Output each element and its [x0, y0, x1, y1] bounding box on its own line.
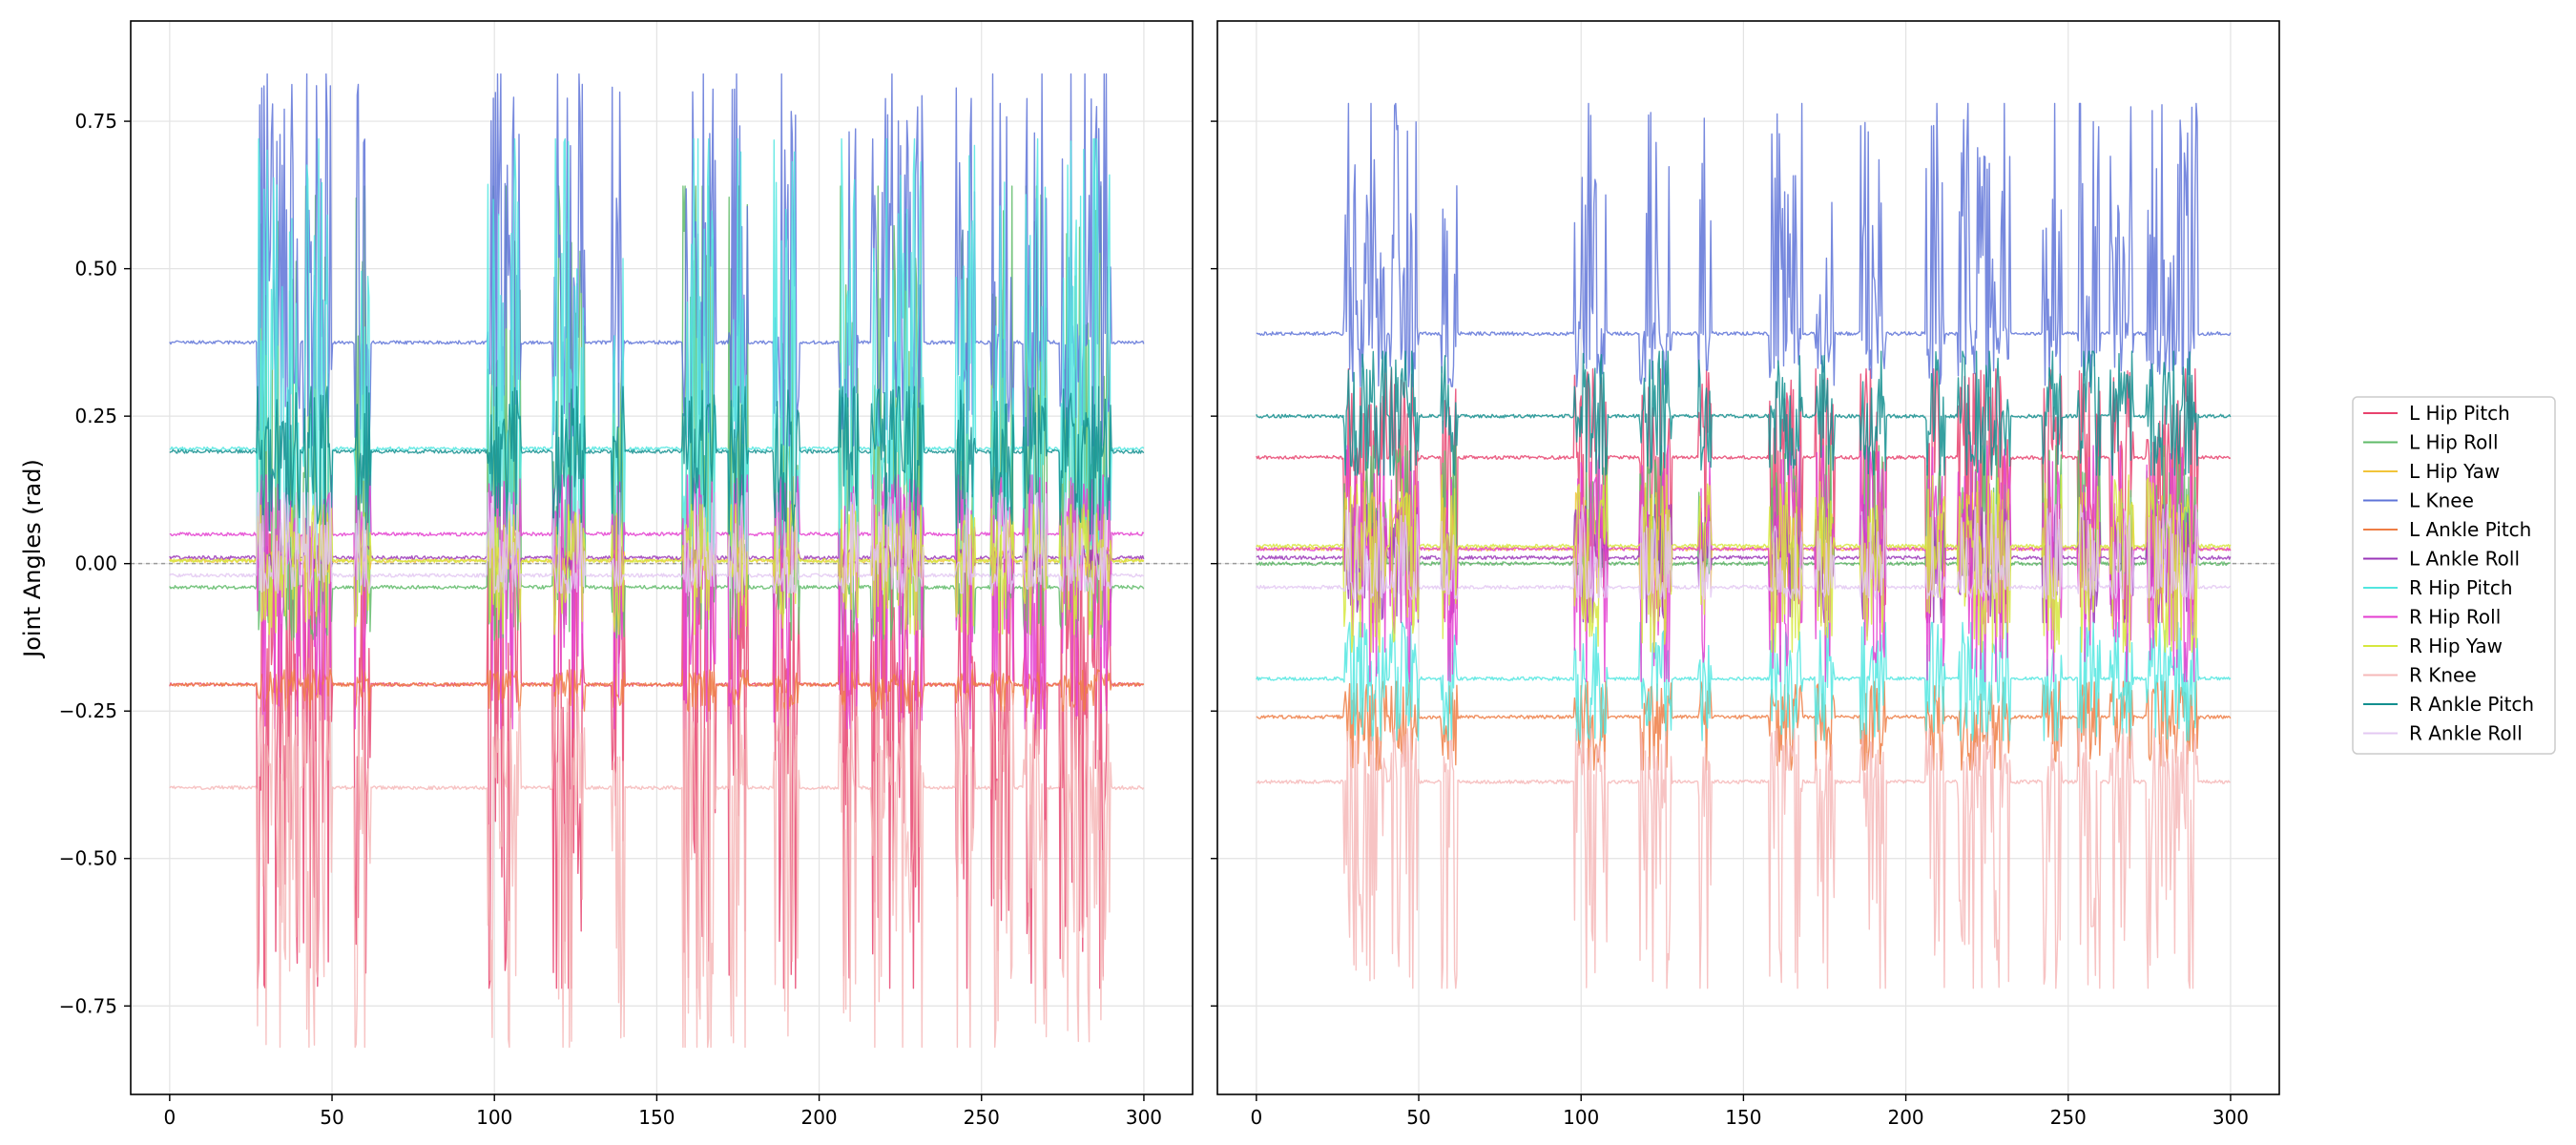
right-x-tick-label: 50 [1406, 1106, 1430, 1129]
left-x-tick-label: 100 [476, 1106, 512, 1129]
right-series-group [1256, 102, 2232, 989]
legend-label: R Ankle Roll [2409, 722, 2523, 745]
right-series-line-r-hip-roll [1256, 445, 2232, 682]
right-grid [1217, 21, 2279, 1094]
left-series-line-r-knee [169, 693, 1145, 1049]
legend-item[interactable]: R Ankle Roll [2363, 722, 2523, 745]
right-y-axis [1211, 120, 1217, 1007]
y-axis-label: Joint Angles (rad) [19, 459, 46, 659]
legend-label: L Ankle Pitch [2409, 518, 2531, 541]
right-series-line-r-ankle-roll [1256, 504, 2232, 600]
left-series-line-l-hip-roll [169, 185, 1145, 641]
left-subplot: 0 50 100 150 200 250 300 −0.75 −0.50 −0.25 0.00 0.… [59, 20, 1194, 1129]
legend-item[interactable]: L Hip Pitch [2363, 402, 2510, 425]
legend-item[interactable]: L Hip Roll [2363, 431, 2499, 454]
legend-label: R Knee [2409, 664, 2477, 687]
left-y-tick-label: 0.00 [74, 552, 117, 575]
left-axes-frame [130, 20, 1194, 1095]
legend-item[interactable]: R Hip Pitch [2363, 576, 2513, 599]
legend-label: L Knee [2409, 489, 2474, 512]
legend-label: R Ankle Pitch [2409, 693, 2534, 716]
left-y-tick-label: 0.75 [74, 110, 117, 133]
right-x-tick-label: 200 [1887, 1106, 1923, 1129]
left-y-tick-label: −0.50 [59, 847, 117, 870]
legend-item[interactable]: L Hip Yaw [2363, 460, 2500, 483]
legend-item[interactable]: R Hip Roll [2363, 606, 2501, 629]
legend[interactable]: L Hip Pitch L Hip Roll L Hip Yaw L Knee L An… [2352, 396, 2556, 755]
left-x-tick-label: 250 [964, 1106, 1000, 1129]
right-x-tick-label: 150 [1725, 1106, 1761, 1129]
left-x-tick-label: 150 [638, 1106, 675, 1129]
right-axes-frame [1216, 20, 2280, 1095]
left-x-tick-label: 300 [1126, 1106, 1162, 1129]
left-y-tick-label: 0.25 [74, 405, 117, 427]
right-x-tick-label: 100 [1563, 1106, 1599, 1129]
legend-label: R Hip Yaw [2409, 635, 2503, 657]
left-y-tick-label: −0.25 [59, 699, 117, 722]
legend-label: L Hip Roll [2409, 431, 2499, 454]
left-series-line-l-ankle-pitch [169, 669, 1145, 712]
legend-label: L Hip Pitch [2409, 402, 2510, 425]
right-x-tick-label: 250 [2050, 1106, 2087, 1129]
left-x-tick-label: 0 [163, 1106, 176, 1129]
legend-label: L Hip Yaw [2409, 460, 2500, 483]
right-series-line-r-hip-pitch [1256, 621, 2232, 741]
legend-item[interactable]: L Ankle Roll [2363, 548, 2520, 571]
left-series-line-r-ankle-pitch [169, 385, 1145, 535]
legend-label: R Hip Pitch [2409, 576, 2513, 599]
left-x-axis: 0 50 100 150 200 250 300 [163, 1094, 1162, 1129]
legend-item[interactable]: L Knee [2363, 489, 2474, 512]
legend-label: L Ankle Roll [2409, 548, 2520, 571]
left-series-line-l-knee [169, 73, 1145, 447]
left-series-line-r-hip-yaw [169, 504, 1145, 635]
left-y-axis: −0.75 −0.50 −0.25 0.00 0.25 0.50 0.75 [59, 110, 131, 1017]
left-series-group [169, 73, 1145, 1049]
right-x-tick-label: 0 [1250, 1106, 1262, 1129]
legend-frame [2352, 396, 2556, 755]
right-series-line-l-knee [1256, 102, 2232, 387]
legend-item[interactable]: L Ankle Pitch [2363, 518, 2531, 541]
left-y-tick-label: −0.75 [59, 994, 117, 1017]
right-series-line-r-ankle-pitch [1256, 350, 2232, 476]
right-series-line-l-hip-pitch [1256, 368, 2232, 624]
right-x-axis: 0 50 100 150 200 250 300 [1250, 1094, 2249, 1129]
left-x-tick-label: 200 [800, 1106, 837, 1129]
left-x-tick-label: 50 [320, 1106, 343, 1129]
legend-item[interactable]: R Ankle Pitch [2363, 693, 2534, 716]
legend-label: R Hip Roll [2409, 606, 2501, 629]
legend-item[interactable]: R Hip Yaw [2363, 635, 2503, 657]
right-subplot: 0 50 100 150 200 250 300 [1211, 20, 2280, 1129]
right-x-tick-label: 300 [2212, 1106, 2249, 1129]
right-series-line-r-knee [1256, 728, 2231, 989]
left-series-line-r-ankle-roll [169, 491, 1145, 594]
legend-item[interactable]: R Knee [2363, 664, 2477, 687]
left-y-tick-label: 0.50 [74, 258, 117, 281]
